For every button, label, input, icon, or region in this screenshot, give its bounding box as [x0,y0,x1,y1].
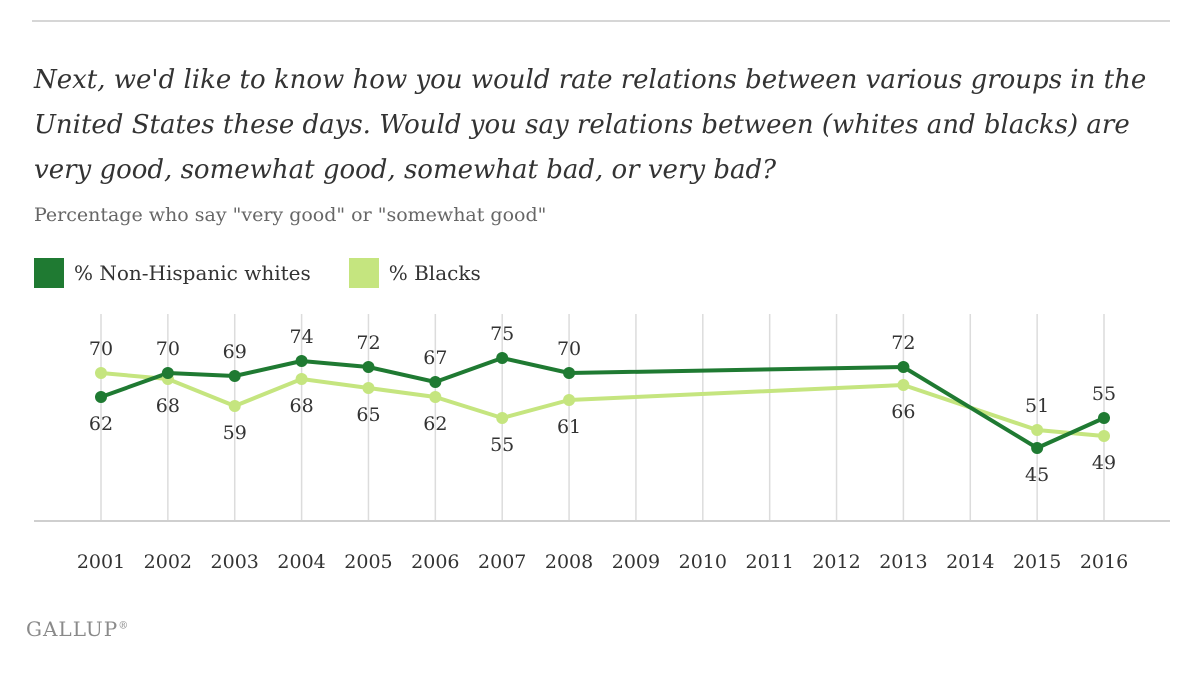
point-whites-2002 [161,367,174,379]
legend-label-whites: % Non-Hispanic whites [74,261,311,285]
data-label-whites-2006: 67 [423,347,447,369]
data-label-blacks-2002: 68 [156,395,180,417]
x-tick-label-2003: 2003 [211,551,259,573]
point-blacks-2004 [295,373,308,385]
point-whites-2006 [429,376,442,388]
x-tick-label-2013: 2013 [879,551,927,573]
point-blacks-2006 [429,391,442,403]
data-label-whites-2001: 62 [89,413,113,435]
point-blacks-2001 [95,367,107,379]
point-whites-2005 [362,361,375,373]
data-label-blacks-2016: 49 [1092,452,1116,474]
point-blacks-2005 [362,382,375,394]
registered-mark: ® [118,620,130,632]
point-blacks-2003 [228,400,241,412]
series-line-blacks [100,371,1105,438]
point-whites-2003 [228,370,241,382]
data-label-blacks-2013: 66 [891,401,915,423]
gallup-logo: GALLUP® [26,617,129,641]
x-tick-label-2009: 2009 [612,551,660,573]
point-whites-2016 [1098,412,1110,424]
point-blacks-2016 [1098,430,1110,442]
legend: % Non-Hispanic whites % Blacks [34,258,519,288]
x-tick-label-2016: 2016 [1080,551,1128,573]
data-label-blacks-2007: 55 [490,434,514,456]
x-tick-label-2004: 2004 [277,551,325,573]
data-label-blacks-2003: 59 [223,422,247,444]
data-label-blacks-2004: 68 [290,395,314,417]
data-label-blacks-2001: 70 [89,338,113,360]
data-label-whites-2007: 75 [490,323,514,345]
point-whites-2015 [1031,442,1044,454]
data-label-whites-2004: 74 [290,326,314,348]
data-label-blacks-2006: 62 [423,413,447,435]
data-label-blacks-2015: 51 [1025,395,1049,417]
top-divider [32,20,1170,22]
x-tick-label-2002: 2002 [144,551,192,573]
data-label-blacks-2005: 65 [356,404,380,426]
point-whites-2013 [897,361,910,373]
point-blacks-2013 [897,379,910,391]
legend-swatch-whites [34,258,64,288]
survey-question: Next, we'd like to know how you would ra… [34,65,1147,185]
x-tick-label-2014: 2014 [946,551,994,573]
chart-subtitle: Percentage who say "very good" or "somew… [34,204,547,226]
legend-label-blacks: % Blacks [388,261,481,285]
legend-item-blacks: % Blacks [348,258,481,288]
x-tick-label-2015: 2015 [1013,551,1061,573]
x-tick-label-2010: 2010 [679,551,727,573]
gallup-logo-text: GALLUP [26,617,119,641]
legend-item-whites: % Non-Hispanic whites [34,258,311,288]
point-whites-2001 [95,391,107,403]
x-tick-label-2006: 2006 [411,551,459,573]
x-tick-label-2011: 2011 [745,551,793,573]
x-tick-label-2007: 2007 [478,551,526,573]
x-tick-label-2008: 2008 [545,551,593,573]
x-tick-label-2001: 2001 [77,551,125,573]
data-label-whites-2013: 72 [891,332,915,354]
data-label-whites-2008: 70 [557,338,581,360]
data-label-whites-2002: 70 [156,338,180,360]
point-whites-2004 [295,355,308,367]
point-whites-2008 [563,367,576,379]
data-label-whites-2015: 45 [1025,464,1049,486]
data-label-whites-2005: 72 [356,332,380,354]
data-label-whites-2003: 69 [223,341,247,363]
point-blacks-2007 [496,412,509,424]
x-tick-label-2005: 2005 [344,551,392,573]
point-blacks-2015 [1031,424,1044,436]
x-tick-label-2012: 2012 [812,551,860,573]
point-blacks-2008 [563,394,576,406]
point-whites-2007 [496,352,509,364]
data-label-blacks-2008: 61 [557,416,581,438]
data-label-whites-2016: 55 [1092,383,1116,405]
legend-swatch-blacks [348,258,379,288]
